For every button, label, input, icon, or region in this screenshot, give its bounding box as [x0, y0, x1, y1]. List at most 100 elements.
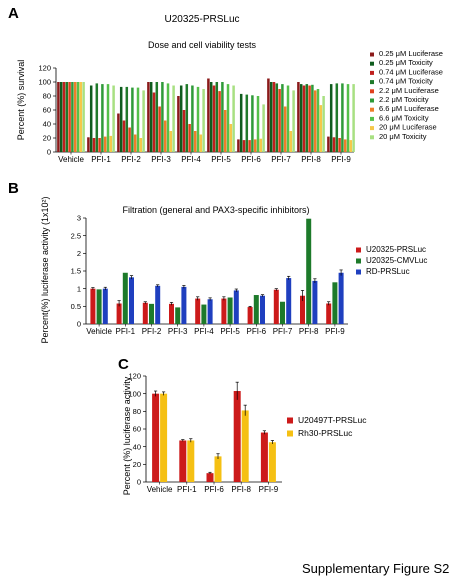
bar: [286, 85, 290, 152]
bar: [233, 290, 239, 324]
bar: [57, 82, 60, 152]
bar: [172, 85, 175, 152]
bar: [346, 84, 350, 152]
bar: [267, 78, 270, 152]
bar: [241, 410, 249, 482]
bar: [152, 92, 156, 152]
bar: [152, 393, 160, 482]
y-tick-label: 2.5: [71, 231, 81, 240]
bar: [131, 87, 134, 152]
legend-label: 2.2 μM Luciferase: [379, 86, 439, 95]
y-tick-label: 0: [47, 148, 51, 157]
y-tick-label: 0: [137, 478, 141, 487]
bar: [338, 138, 341, 152]
bar: [133, 134, 137, 152]
bar: [90, 288, 96, 324]
x-tick-label: PFI-4: [194, 327, 214, 336]
bar: [227, 297, 233, 324]
bar: [299, 84, 303, 152]
bar: [332, 137, 336, 152]
bar: [206, 473, 214, 482]
legend-swatch: [356, 269, 361, 275]
bar: [352, 84, 355, 152]
bar: [248, 140, 251, 152]
x-tick-label: PFI-1: [91, 155, 111, 164]
x-tick-label: PFI-1: [116, 327, 136, 336]
x-tick-label: PFI-9: [331, 155, 351, 164]
bar: [273, 289, 279, 324]
legend-swatch: [370, 52, 374, 57]
panel-a-subtitle: Dose and cell viability tests: [148, 40, 257, 50]
bar: [327, 136, 330, 152]
legend-swatch: [370, 107, 374, 112]
x-tick-label: PFI-4: [181, 155, 201, 164]
x-tick-label: PFI-3: [168, 327, 188, 336]
y-tick-label: 3: [77, 214, 81, 223]
bar: [96, 289, 102, 324]
legend-swatch: [370, 80, 374, 85]
bar: [87, 137, 90, 152]
bar: [214, 456, 222, 482]
bar: [147, 82, 150, 152]
bar: [187, 440, 195, 482]
bar: [232, 85, 235, 152]
x-tick-label: PFI-7: [273, 327, 293, 336]
panel-a-letter: A: [8, 5, 19, 22]
legend-swatch: [370, 70, 374, 75]
bar: [316, 89, 320, 152]
bar: [242, 140, 246, 152]
bar: [188, 124, 191, 152]
bar: [73, 82, 77, 152]
bar: [109, 135, 113, 152]
legend-swatch: [370, 89, 374, 94]
legend-label: U20497T-PRSLuc: [298, 415, 367, 425]
legend-label: 6.6 μM Toxicity: [379, 113, 429, 122]
bar: [158, 106, 161, 152]
bar: [218, 91, 221, 152]
bar: [247, 307, 253, 324]
bar: [229, 124, 233, 152]
bar: [202, 89, 205, 152]
x-tick-label: PFI-9: [259, 485, 279, 494]
bar: [112, 85, 115, 152]
bar: [163, 120, 167, 152]
x-tick-label: PFI-1: [177, 485, 197, 494]
y-tick-label: 60: [43, 106, 51, 115]
bar: [195, 298, 201, 324]
legend-label: U20325-CMVLuc: [366, 256, 427, 265]
x-tick-label: PFI-8: [299, 327, 319, 336]
x-tick-label: PFI-7: [271, 155, 291, 164]
y-tick-label: 20: [43, 134, 51, 143]
legend-swatch: [370, 61, 374, 66]
bar: [297, 82, 300, 152]
y-tick-label: 20: [133, 460, 141, 469]
bar: [155, 285, 161, 324]
legend-label: 20 μM Luciferase: [379, 123, 437, 132]
x-tick-label: PFI-6: [204, 485, 224, 494]
bar: [89, 85, 93, 152]
bar: [253, 139, 257, 152]
bar: [212, 85, 216, 152]
bar: [149, 82, 153, 152]
bar: [185, 84, 189, 152]
bar: [260, 295, 265, 324]
bar: [92, 138, 96, 152]
bar: [149, 303, 154, 324]
bar: [268, 442, 276, 482]
legend-swatch: [287, 417, 293, 424]
panel-c-ylabel: Percent (%) luciferase activity: [122, 376, 132, 495]
bar: [349, 140, 353, 152]
x-tick-label: PFI-2: [121, 155, 141, 164]
y-tick-label: 60: [133, 425, 141, 434]
bar: [308, 85, 311, 152]
plot-b: 0 0.5 1 1.5 2 2.5 3 Vehicle PFI-1 PFI-2 PFI-3 PFI-4…: [71, 214, 428, 336]
y-tick-label: 40: [133, 442, 141, 451]
panel-b-letter: B: [8, 180, 19, 197]
y-tick-label: 1.5: [71, 267, 81, 276]
bar: [280, 301, 285, 324]
panel-c-letter: C: [118, 356, 129, 373]
y-tick-label: 40: [43, 120, 51, 129]
panel-b-ylabel: Percent(%) luciferase activity (1x10²): [40, 196, 50, 343]
x-tick-label: PFI-6: [247, 327, 267, 336]
